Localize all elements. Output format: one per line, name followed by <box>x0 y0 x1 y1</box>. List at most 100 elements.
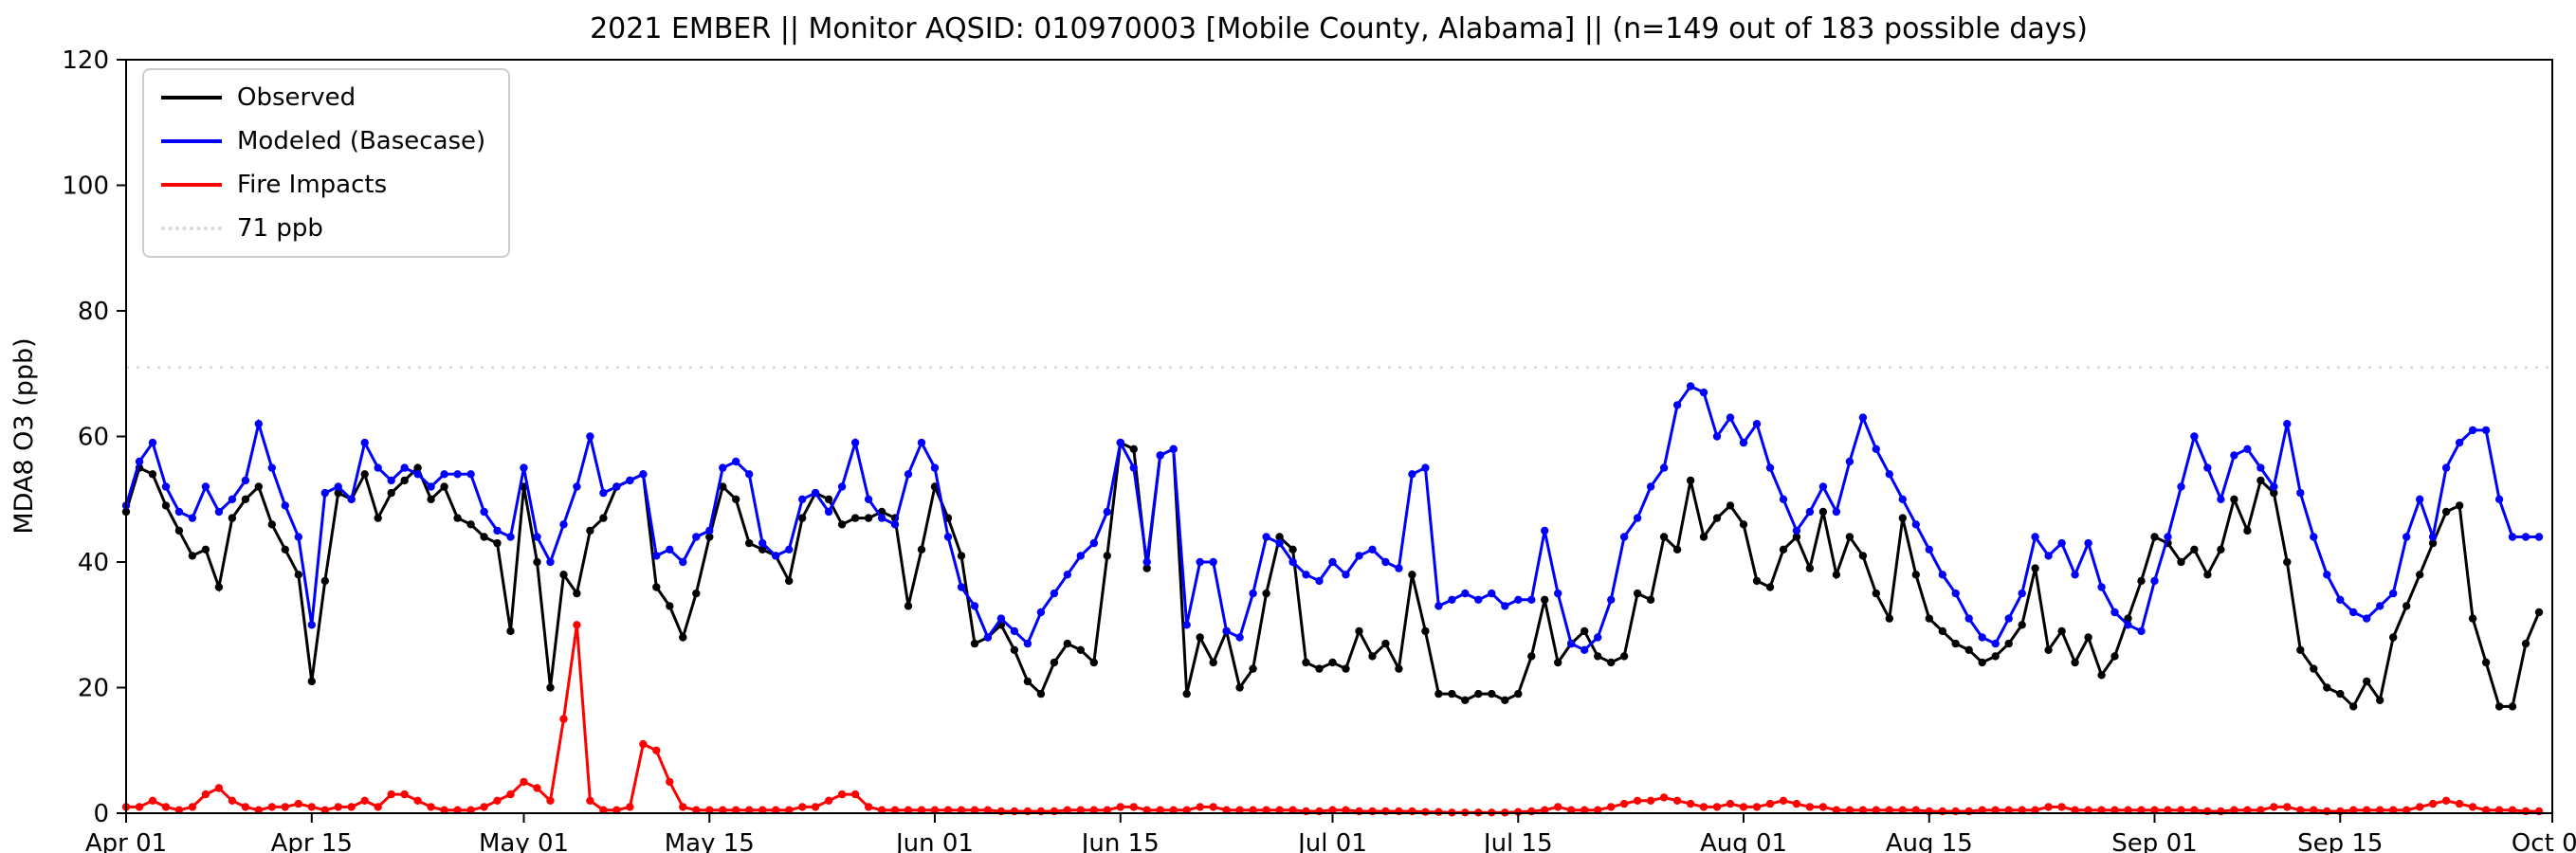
observed-point <box>2137 576 2146 586</box>
observed-point <box>1315 664 1324 673</box>
fire-impacts-point <box>2110 806 2119 814</box>
fire-impacts-point <box>1169 806 1178 814</box>
modeled-basecase-point <box>1951 589 1960 598</box>
fire-impacts-point <box>1129 803 1139 811</box>
observed-point <box>1911 571 1921 579</box>
observed-point <box>1845 533 1854 541</box>
observed-point <box>334 488 342 498</box>
fire-impacts-point <box>440 806 448 814</box>
modeled-basecase-point <box>1196 557 1204 567</box>
fire-impacts-point <box>267 803 276 811</box>
fire-impacts-point <box>943 806 953 814</box>
modeled-basecase-point <box>1514 595 1523 604</box>
fire-impacts-point <box>161 803 171 811</box>
observed-point <box>705 533 714 541</box>
modeled-basecase-point <box>493 526 502 535</box>
modeled-basecase-point <box>1036 608 1046 617</box>
observed-point <box>533 557 541 567</box>
observed-point <box>1594 652 1602 661</box>
fire-impacts-point <box>1607 803 1616 811</box>
observed-point <box>281 545 289 554</box>
observed-point <box>1938 626 1946 636</box>
fire-impacts-point <box>228 796 237 805</box>
modeled-basecase-point <box>347 495 356 503</box>
modeled-basecase-point <box>2124 621 2132 629</box>
observed-point <box>1010 645 1019 654</box>
x-tick-label: Aug 15 <box>1886 829 1973 853</box>
x-tick-label: May 15 <box>665 829 755 853</box>
series-modeled-basecase <box>121 382 2544 654</box>
y-tick-label: 0 <box>93 800 109 828</box>
fire-impacts-point <box>2455 799 2464 808</box>
observed-point <box>466 520 475 529</box>
modeled-basecase-point <box>2217 495 2225 503</box>
fire-impacts-point <box>201 789 210 799</box>
observed-point <box>1050 658 1059 667</box>
observed-point <box>453 514 462 522</box>
fire-impacts-point <box>1805 803 1815 811</box>
fire-impacts-point <box>2468 803 2477 811</box>
fire-impacts-point <box>2428 799 2438 808</box>
modeled-basecase-point <box>148 438 157 447</box>
modeled-basecase-point <box>1911 520 1921 529</box>
fire-impacts-point <box>1765 799 1775 808</box>
modeled-basecase-point <box>1010 626 1019 636</box>
fire-impacts-point <box>1726 799 1735 808</box>
modeled-basecase-point <box>440 470 448 479</box>
fire-impacts-point <box>2150 806 2159 814</box>
modeled-basecase-point <box>2137 626 2146 636</box>
observed-point <box>1739 520 1748 529</box>
fire-impacts-point <box>214 784 224 792</box>
observed-point <box>1672 545 1682 554</box>
fire-impacts-point <box>506 789 515 799</box>
modeled-basecase-point <box>2455 438 2464 447</box>
modeled-basecase-point <box>2203 463 2212 472</box>
observed-point <box>1607 658 1616 667</box>
modeled-basecase-point <box>1116 438 1125 447</box>
modeled-basecase-point <box>1765 463 1775 472</box>
modeled-basecase-point <box>1726 413 1735 422</box>
observed-point <box>2323 683 2331 692</box>
fire-impacts-point <box>2190 806 2199 814</box>
observed-point <box>413 463 422 472</box>
modeled-basecase-point <box>135 457 144 466</box>
observed-point <box>586 526 594 535</box>
observed-point <box>2521 639 2530 648</box>
modeled-basecase-point <box>1619 533 1629 541</box>
observed-point <box>1898 514 1908 522</box>
fire-impacts-point <box>2481 806 2491 814</box>
fire-impacts-point <box>520 777 528 787</box>
fire-impacts-point <box>1739 803 1748 811</box>
modeled-basecase-point <box>943 533 953 541</box>
observed-point <box>1355 626 1363 636</box>
observed-point <box>2494 702 2504 711</box>
observed-point <box>1235 683 1244 692</box>
modeled-basecase-point <box>387 476 395 485</box>
fire-impacts-point <box>957 806 966 814</box>
modeled-basecase-point <box>2468 426 2477 435</box>
observed-point <box>427 495 435 503</box>
modeled-basecase-point <box>1395 564 1403 572</box>
observed-point <box>546 683 555 692</box>
x-tick-label: Jul 01 <box>1296 829 1367 853</box>
observed-point <box>1036 689 1046 699</box>
fire-impacts-point <box>2124 806 2132 814</box>
modeled-basecase-point <box>559 520 568 529</box>
modeled-basecase-point <box>2521 533 2530 541</box>
observed-point <box>161 501 171 510</box>
fire-impacts-point <box>374 803 382 811</box>
observed-point <box>2336 689 2345 699</box>
modeled-basecase-point <box>1182 621 1191 629</box>
modeled-basecase-point <box>1315 576 1324 586</box>
observed-point <box>387 488 395 498</box>
observed-point <box>2004 639 2013 648</box>
modeled-basecase-point <box>1646 482 1655 491</box>
observed-point <box>2349 702 2358 711</box>
fire-impacts-point <box>1580 806 1589 814</box>
fire-impacts-point <box>2004 806 2013 814</box>
fire-impacts-point <box>294 799 302 808</box>
modeled-basecase-point <box>1792 526 1801 535</box>
modeled-basecase-point <box>930 463 940 472</box>
fire-impacts-point <box>1991 806 2000 814</box>
modeled-basecase-point <box>480 507 488 517</box>
